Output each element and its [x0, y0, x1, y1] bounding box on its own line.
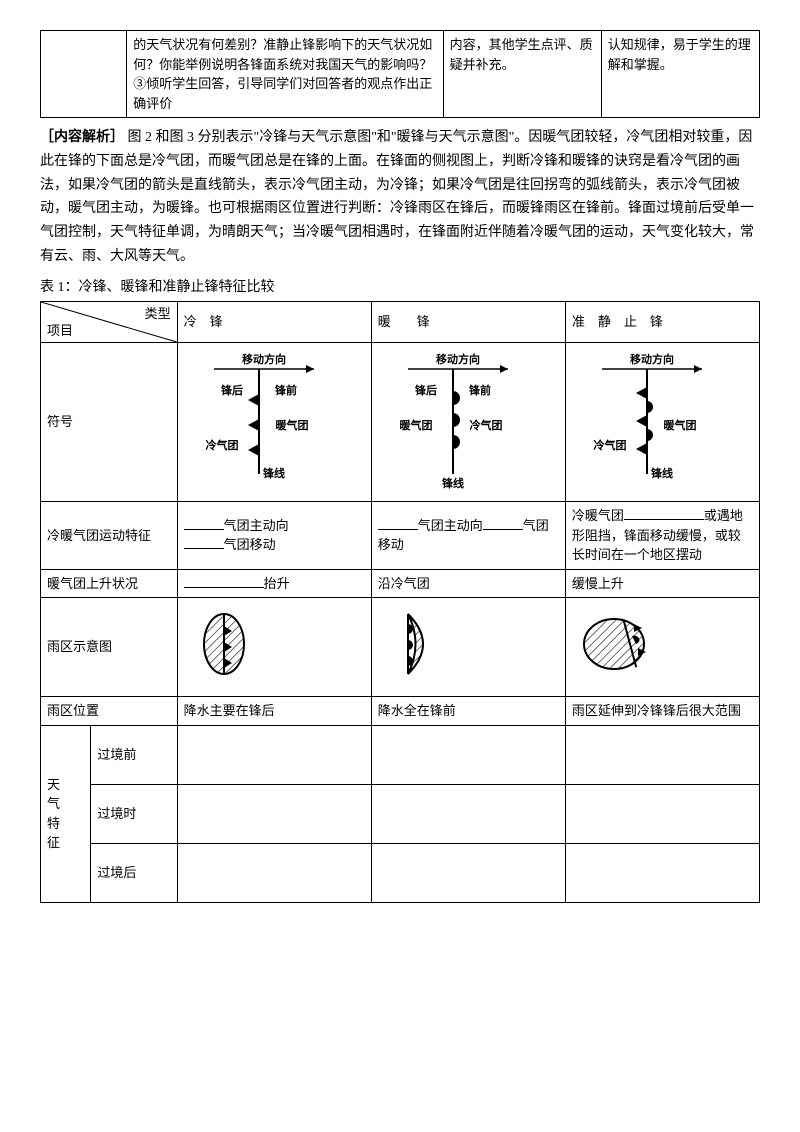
top-cell-empty: [41, 31, 127, 118]
label-symbol: 符号: [41, 343, 178, 502]
after-cold: [177, 843, 371, 902]
svg-text:锋线: 锋线: [651, 466, 673, 480]
rain-cold: [177, 598, 371, 697]
after-stat: [565, 843, 759, 902]
blank[interactable]: [378, 516, 418, 530]
rain-stationary: [565, 598, 759, 697]
warm-front-diagram: 移动方向 锋后 锋前 暖气团 冷气团 锋线: [378, 349, 528, 489]
top-cell-1: 的天气状况有何差别？准静止锋影响下的天气状况如何？你能举例说明各锋面系统对我国天…: [127, 31, 443, 118]
header-warm: 暖 锋: [371, 302, 565, 343]
header-item: 项目: [47, 321, 73, 341]
row-weather-before: 天气特征 过境前: [41, 725, 760, 784]
rain-warm: [371, 598, 565, 697]
rainpos-warm: 降水全在锋前: [371, 697, 565, 726]
movement-cold: 气团主动向 气团移动: [177, 502, 371, 570]
blank[interactable]: [184, 535, 224, 549]
symbol-warm: 移动方向 锋后 锋前 暖气团 冷气团 锋线: [371, 343, 565, 502]
rainpos-cold: 降水主要在锋后: [177, 697, 371, 726]
before-cold: [177, 725, 371, 784]
rain-cold-icon: [184, 604, 264, 684]
label-rain-diagram: 雨区示意图: [41, 598, 178, 697]
label-during: 过境时: [91, 784, 177, 843]
row-rain-diagram: 雨区示意图: [41, 598, 760, 697]
svg-text:锋线: 锋线: [442, 476, 464, 489]
rain-stat-icon: [572, 604, 662, 684]
top-cell-3: 认知规律，易于学生的理解和掌握。: [601, 31, 759, 118]
top-context-table: 的天气状况有何差别？准静止锋影响下的天气状况如何？你能举例说明各锋面系统对我国天…: [40, 30, 760, 118]
cold-front-diagram: 移动方向 锋后 锋前 暖气团 冷气团 锋线: [184, 349, 334, 489]
analysis-label: ［内容解析］: [40, 130, 124, 145]
row-rain-pos: 雨区位置 降水主要在锋后 降水全在锋前 雨区延伸到冷锋锋后很大范围: [41, 697, 760, 726]
svg-text:暖气团: 暖气团: [663, 418, 696, 432]
symbol-stationary: 移动方向 暖气团 冷气团 锋线: [565, 343, 759, 502]
row-weather-during: 过境时: [41, 784, 760, 843]
svg-text:锋线: 锋线: [263, 466, 285, 480]
rainpos-stationary: 雨区延伸到冷锋锋后很大范围: [565, 697, 759, 726]
rain-warm-icon: [378, 604, 458, 684]
label-rise: 暖气团上升状况: [41, 569, 178, 598]
header-row: 类型 项目 冷 锋 暖 锋 准 静 止 锋: [41, 302, 760, 343]
during-stat: [565, 784, 759, 843]
row-weather-after: 过境后: [41, 843, 760, 902]
header-type: 类型: [145, 304, 171, 324]
top-cell-2: 内容，其他学生点评、质疑并补充。: [443, 31, 601, 118]
after-warm: [371, 843, 565, 902]
label-after: 过境后: [91, 843, 177, 902]
blank[interactable]: [483, 516, 523, 530]
svg-text:移动方向: 移动方向: [242, 352, 286, 366]
row-symbol: 符号 移动方向 锋后 锋前 暖气团 冷气团 锋线 移动方向: [41, 343, 760, 502]
during-warm: [371, 784, 565, 843]
rise-warm: 沿冷气团: [371, 569, 565, 598]
svg-text:锋前: 锋前: [469, 383, 491, 397]
header-stationary: 准 静 止 锋: [565, 302, 759, 343]
svg-text:冷气团: 冷气团: [593, 438, 626, 452]
label-before: 过境前: [91, 725, 177, 784]
svg-text:冷气团: 冷气团: [469, 418, 502, 432]
during-cold: [177, 784, 371, 843]
label-weather: 天气特征: [41, 725, 91, 902]
label-movement: 冷暖气团运动特征: [41, 502, 178, 570]
before-stat: [565, 725, 759, 784]
label-rain-pos: 雨区位置: [41, 697, 178, 726]
stationary-front-diagram: 移动方向 暖气团 冷气团 锋线: [572, 349, 722, 489]
svg-text:锋后: 锋后: [221, 383, 243, 397]
analysis-text: 图 2 和图 3 分别表示"冷锋与天气示意图"和"暖锋与天气示意图"。因暖气团较…: [40, 130, 754, 264]
diagonal-header: 类型 项目: [41, 302, 178, 343]
svg-text:冷气团: 冷气团: [205, 438, 238, 452]
movement-stationary: 冷暖气团或遇地形阻挡，锋面移动缓慢，或较长时间在一个地区摆动: [565, 502, 759, 570]
before-warm: [371, 725, 565, 784]
svg-text:移动方向: 移动方向: [630, 352, 674, 366]
symbol-cold: 移动方向 锋后 锋前 暖气团 冷气团 锋线: [177, 343, 371, 502]
rise-cold: 抬升: [177, 569, 371, 598]
comparison-table: 类型 项目 冷 锋 暖 锋 准 静 止 锋 符号 移动方向 锋后 锋前 暖气团 …: [40, 301, 760, 903]
rise-stationary: 缓慢上升: [565, 569, 759, 598]
svg-text:移动方向: 移动方向: [436, 352, 480, 366]
movement-warm: 气团主动向气团移动: [371, 502, 565, 570]
svg-text:锋前: 锋前: [275, 383, 297, 397]
svg-text:暖气团: 暖气团: [275, 418, 308, 432]
blank[interactable]: [184, 516, 224, 530]
analysis-paragraph: ［内容解析］ 图 2 和图 3 分别表示"冷锋与天气示意图"和"暖锋与天气示意图…: [40, 126, 760, 269]
row-rise: 暖气团上升状况 抬升 沿冷气团 缓慢上升: [41, 569, 760, 598]
header-cold: 冷 锋: [177, 302, 371, 343]
svg-text:锋后: 锋后: [415, 383, 437, 397]
blank[interactable]: [624, 506, 704, 520]
blank[interactable]: [184, 574, 264, 588]
svg-text:暖气团: 暖气团: [399, 418, 432, 432]
table-caption: 表 1：冷锋、暖锋和准静止锋特征比较: [40, 277, 760, 299]
row-movement: 冷暖气团运动特征 气团主动向 气团移动 气团主动向气团移动 冷暖气团或遇地形阻挡…: [41, 502, 760, 570]
